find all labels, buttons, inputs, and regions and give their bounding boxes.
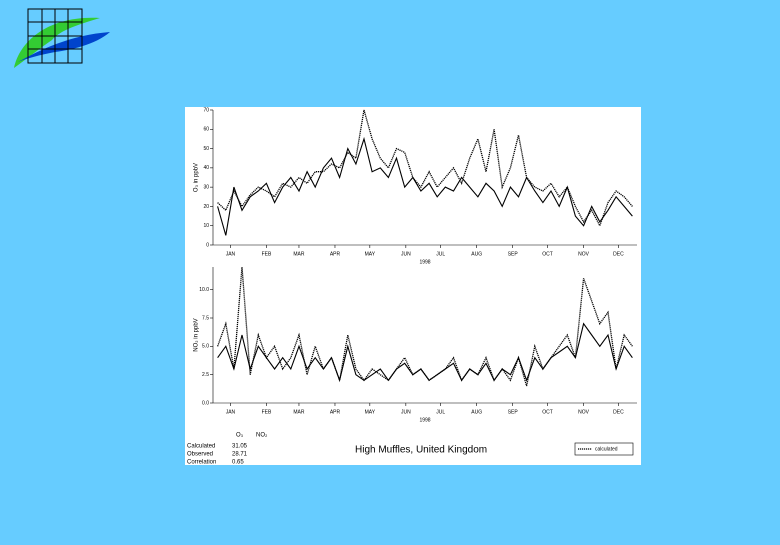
- x-tick-label: APR: [330, 251, 341, 257]
- logo: [14, 8, 110, 68]
- y-tick-label: 20: [203, 204, 209, 210]
- column-header: O₃: [236, 433, 244, 439]
- y-tick-label: 10.0: [199, 287, 209, 293]
- y-tick-label: 70: [203, 107, 209, 113]
- x-tick-label: MAR: [293, 251, 305, 257]
- x-axis-label: 1998: [419, 259, 430, 265]
- y-tick-label: 40: [203, 165, 209, 171]
- y-axis-label: NO₂ in ppbV: [194, 318, 200, 351]
- x-tick-label: DEC: [613, 409, 624, 415]
- x-tick-label: AUG: [471, 251, 482, 257]
- legend-box: [574, 442, 634, 456]
- legend-label: calculated: [595, 446, 618, 452]
- y-tick-label: 0.0: [202, 400, 209, 406]
- x-tick-label: MAR: [293, 409, 305, 415]
- data-line: [217, 136, 633, 236]
- y-tick-label: 0: [206, 242, 209, 248]
- x-tick-label: MAY: [365, 251, 376, 257]
- y-tick-label: 50: [203, 146, 209, 152]
- row-value: 31.05: [232, 444, 248, 450]
- x-tick-label: APR: [330, 409, 341, 415]
- figure-title: High Muffles, United Kingdom: [355, 445, 487, 456]
- x-tick-label: FEB: [262, 251, 272, 257]
- x-tick-label: JUN: [401, 409, 411, 415]
- data-line: [216, 266, 633, 387]
- x-tick-label: OCT: [542, 251, 553, 257]
- x-tick-label: FEB: [262, 409, 272, 415]
- x-tick-label: JUN: [401, 251, 411, 257]
- row-label: Observed: [187, 452, 213, 458]
- x-tick-label: OCT: [542, 409, 553, 415]
- row-value: 28.71: [232, 452, 248, 458]
- row-value: 0.65: [232, 460, 244, 466]
- y-tick-label: 60: [203, 127, 209, 133]
- data-line: [217, 109, 633, 228]
- x-tick-label: JUL: [436, 251, 445, 257]
- x-tick-label: JAN: [226, 409, 236, 415]
- x-tick-label: AUG: [471, 409, 482, 415]
- row-label: Calculated: [187, 444, 215, 450]
- y-tick-label: 10: [203, 223, 209, 229]
- x-tick-label: JUL: [436, 409, 445, 415]
- x-tick-label: NOV: [578, 409, 590, 415]
- y-tick-label: 30: [203, 184, 209, 190]
- row-label: Correlation: [187, 460, 216, 466]
- x-tick-label: DEC: [613, 251, 624, 257]
- column-header: NO₂: [256, 433, 268, 439]
- y-tick-label: 5.0: [202, 344, 209, 350]
- y-tick-label: 7.5: [202, 315, 209, 321]
- x-tick-label: JAN: [226, 251, 236, 257]
- x-tick-label: SEP: [508, 409, 519, 415]
- figure-panel: [185, 107, 641, 465]
- y-axis-label: O₃ in ppbV: [194, 163, 200, 192]
- x-tick-label: SEP: [508, 251, 519, 257]
- x-axis-label: 1998: [419, 417, 430, 423]
- y-tick-label: 2.5: [202, 372, 209, 378]
- x-tick-label: MAY: [365, 409, 376, 415]
- x-tick-label: NOV: [578, 251, 590, 257]
